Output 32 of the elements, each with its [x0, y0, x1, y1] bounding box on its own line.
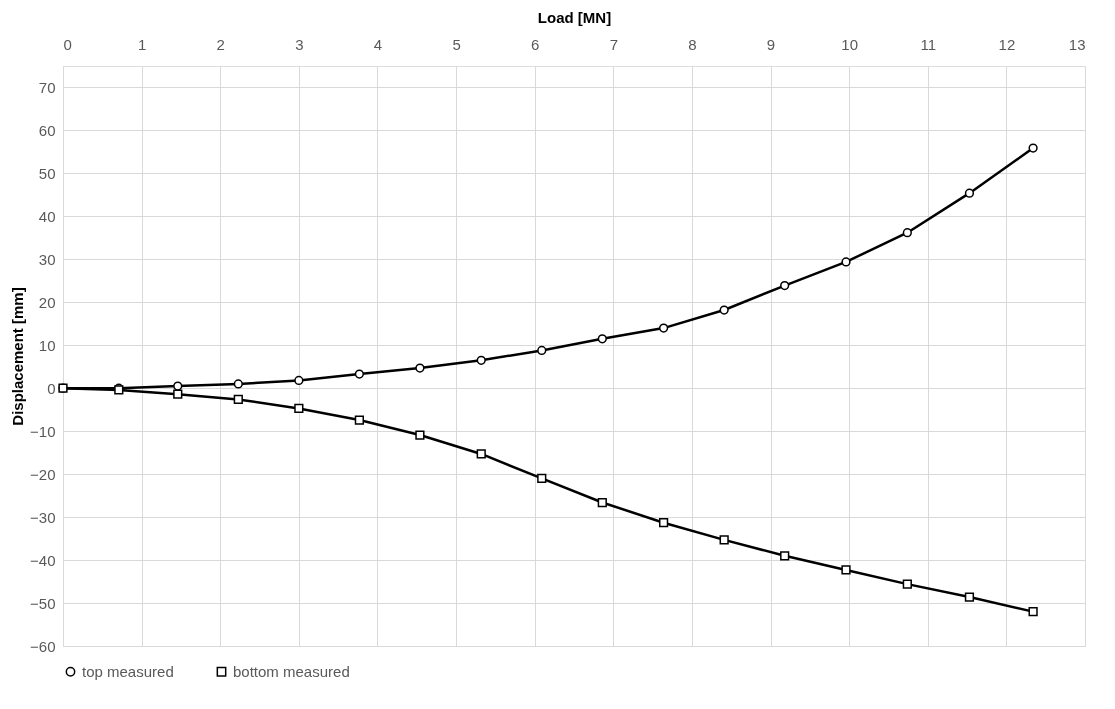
y-tick-label: 50	[38, 164, 56, 182]
legend-label: bottom measured	[233, 662, 350, 680]
y-tick-label: −10	[30, 422, 56, 440]
legend-label: top measured	[82, 662, 174, 680]
x-tick-label: 12	[998, 35, 1016, 53]
x-tick-label: 0	[63, 35, 72, 53]
x-tick-label: 3	[295, 35, 304, 53]
x-tick-label: 10	[841, 35, 858, 53]
y-tick-label: 30	[38, 250, 56, 268]
x-tick-label: 9	[766, 35, 776, 53]
y-tick-label: 40	[38, 207, 56, 225]
y-tick-label: −60	[30, 637, 56, 655]
x-tick-label: 1	[137, 35, 147, 53]
y-tick-label: −30	[30, 508, 56, 526]
x-tick-label: 2	[216, 35, 225, 53]
x-tick-label: 4	[373, 35, 383, 53]
x-tick-label: 7	[609, 35, 618, 53]
x-tick-label: 8	[688, 35, 697, 53]
y-tick-label: −50	[30, 594, 56, 612]
y-tick-label: −40	[30, 551, 56, 569]
y-tick-label: 0	[47, 379, 56, 397]
x-tick-label: 11	[920, 35, 937, 53]
y-tick-label: 10	[38, 336, 56, 354]
y-tick-label: 20	[38, 293, 56, 311]
y-tick-label: −20	[30, 465, 56, 483]
y-axis-title: Displacement [mm]	[9, 287, 27, 426]
y-tick-label: 70	[38, 78, 56, 96]
y-tick-label: 60	[38, 121, 56, 139]
x-tick-label: 13	[1068, 35, 1086, 53]
x-axis-title: Load [MN]	[537, 8, 612, 26]
x-tick-label: 5	[452, 35, 461, 53]
x-tick-label: 6	[531, 35, 540, 53]
